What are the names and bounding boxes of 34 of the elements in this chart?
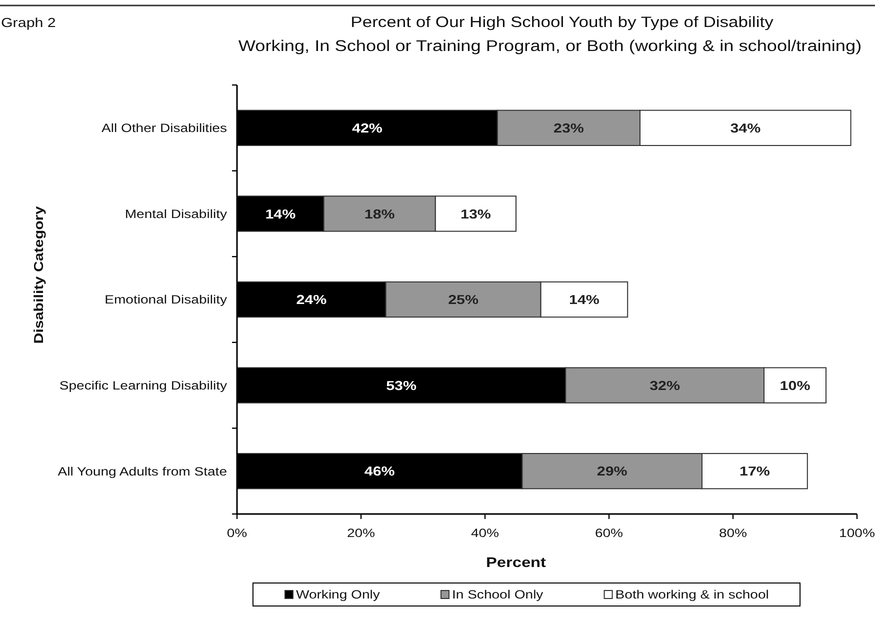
data-label: 34%	[730, 120, 762, 136]
legend-label: Both working & in school	[615, 588, 769, 602]
data-label: 29%	[596, 464, 628, 478]
x-tick-label: 60%	[594, 526, 624, 540]
data-label: 10%	[780, 378, 811, 393]
y-tick-label: Specific Learning Disability	[59, 378, 228, 392]
chart-title: Percent of Our High School Youth by Type of Disability	[350, 14, 774, 31]
chart-subtitle: Working, In School or Training Program, or Both (working & in school/training)	[238, 37, 862, 55]
x-tick-label: 20%	[346, 526, 376, 540]
data-label: 32%	[650, 378, 680, 393]
data-label: 17%	[740, 464, 770, 478]
data-label: 23%	[554, 120, 584, 136]
x-axis-title: Percent	[486, 555, 546, 571]
y-axis-title: Disability Category	[31, 206, 46, 344]
data-label: 18%	[364, 206, 396, 222]
data-label: 14%	[569, 292, 600, 307]
data-label: 13%	[460, 206, 492, 222]
data-label: 14%	[265, 206, 296, 222]
data-label: 24%	[296, 292, 328, 307]
data-label: 53%	[386, 378, 417, 393]
legend-label: In School Only	[452, 588, 544, 602]
x-tick-label: 0%	[226, 526, 248, 540]
y-tick-label: Emotional Disability	[104, 292, 228, 306]
y-tick-label: All Young Adults from State	[58, 464, 227, 478]
data-label: 25%	[448, 292, 479, 307]
data-label: 46%	[364, 464, 396, 478]
y-tick-label: Mental Disability	[124, 206, 228, 221]
legend-label: Working Only	[296, 588, 380, 602]
x-tick-label: 40%	[470, 526, 500, 540]
data-label: 42%	[352, 120, 383, 136]
caption: Graph 2	[1, 15, 56, 30]
x-tick-label: 80%	[718, 526, 748, 540]
x-tick-label: 100%	[839, 526, 875, 540]
y-tick-label: All Other Disabilities	[102, 121, 228, 135]
